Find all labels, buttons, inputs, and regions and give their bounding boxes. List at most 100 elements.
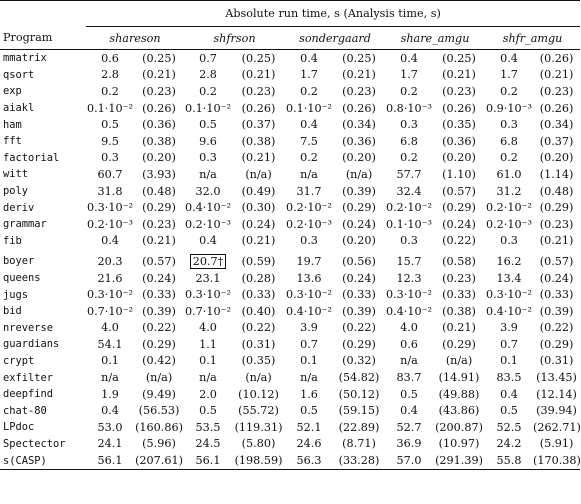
analysis-time-cell: (160.86) (135, 420, 183, 434)
table-row: LPdoc 53.0 (160.86) 53.5 (119.31) 52.1 (22.89)… (0, 419, 581, 436)
analysis-time-cell: (0.24) (142, 271, 176, 285)
analysis-time-cell: (5.91) (539, 437, 574, 451)
analysis-time-cell: (0.22) (539, 321, 574, 335)
analysis-time-cell: (0.25) (442, 51, 476, 65)
analysis-time-cell: (5.96) (142, 437, 176, 451)
run-time-cell: 2.0 (199, 387, 217, 401)
run-time-cell: 0.1·10⁻² (87, 101, 133, 115)
run-time-cell: 0.2 (199, 84, 217, 98)
run-time-cell: 0.3 (400, 234, 418, 248)
analysis-time-cell: (0.24) (241, 217, 276, 231)
run-time-cell: 31.2 (496, 184, 522, 198)
table-row: Spectector 24.1 (5.96) 24.5 (5.80) 24.6 (8.71)… (0, 436, 580, 453)
analysis-time-cell: (0.57) (142, 254, 176, 268)
analysis-time-cell: (10.97) (438, 437, 480, 451)
analysis-time-cell: (0.38) (442, 304, 476, 318)
analysis-time-cell: (0.37) (241, 118, 276, 132)
table-row: aiakl 0.1·10⁻² (0.26) 0.1·10⁻² (0.26) 0.1·10⁻… (0, 100, 580, 117)
analysis-time-cell: (0.29) (442, 201, 476, 215)
run-time-cell: 0.4·10⁻² (286, 304, 332, 318)
run-time-cell: 0.5 (101, 118, 119, 132)
run-time-cell: 24.6 (296, 437, 322, 451)
analysis-time-cell: (0.24) (442, 217, 476, 231)
table-row: s(CASP) 56.1 (207.61) 56.1 (198.59) 56.3 (33.2… (0, 452, 581, 470)
run-time-cell: 6.8 (400, 134, 418, 148)
analysis-time-cell: (13.45) (536, 371, 577, 385)
run-time-cell: 36.9 (396, 437, 422, 451)
analysis-time-cell: (0.23) (342, 84, 376, 98)
analysis-time-cell: (0.20) (539, 151, 574, 165)
run-time-cell: 1.7 (400, 68, 418, 82)
program-header: Program (3, 31, 53, 45)
run-time-cell: 1.9 (101, 387, 119, 401)
tool-header: shfr_amgu (485, 26, 581, 50)
run-time-cell: 19.7 (296, 254, 322, 268)
run-time-cell: 57.7 (396, 167, 422, 181)
program-name: s(CASP) (3, 454, 47, 467)
analysis-time-cell: (0.36) (442, 134, 476, 148)
program-name: witt (3, 168, 29, 181)
run-time-cell: 56.1 (97, 454, 123, 468)
run-time-cell: 56.3 (296, 454, 322, 468)
analysis-time-cell: (0.22) (342, 321, 376, 335)
analysis-time-cell: (0.31) (241, 337, 276, 351)
analysis-time-cell: (0.21) (442, 321, 476, 335)
analysis-time-cell: (0.23) (142, 84, 176, 98)
analysis-time-cell: (0.26) (342, 101, 376, 115)
run-time-cell: 13.6 (296, 271, 322, 285)
run-time-cell: 54.1 (97, 337, 123, 351)
run-time-cell: 0.6 (400, 337, 418, 351)
run-time-cell: 0.2 (500, 151, 518, 165)
analysis-time-cell: (0.21) (539, 234, 574, 248)
analysis-time-cell: (n/a) (245, 167, 272, 181)
run-time-cell: 9.5 (101, 134, 119, 148)
run-time-cell: 31.8 (97, 184, 123, 198)
analysis-time-cell: (0.22) (442, 234, 476, 248)
analysis-time-cell: (0.56) (342, 254, 376, 268)
analysis-time-cell: (0.32) (342, 354, 376, 368)
run-time-cell: 0.7 (500, 337, 518, 351)
analysis-time-cell: (0.34) (342, 118, 376, 132)
analysis-time-cell: (14.91) (438, 371, 480, 385)
run-time-cell: 83.7 (396, 371, 422, 385)
analysis-time-cell: (0.21) (442, 68, 476, 82)
run-time-cell: 0.4·10⁻² (486, 304, 532, 318)
run-time-cell: 3.9 (300, 321, 318, 335)
analysis-time-cell: (0.26) (442, 101, 476, 115)
analysis-time-cell: (0.20) (142, 151, 176, 165)
run-time-cell: n/a (400, 354, 418, 368)
analysis-time-cell: (1.14) (539, 167, 574, 181)
analysis-time-cell: (0.48) (539, 184, 574, 198)
analysis-time-cell: (12.14) (536, 387, 577, 401)
analysis-time-cell: (0.49) (241, 184, 276, 198)
run-time-cell: 21.6 (97, 271, 123, 285)
run-time-cell: 0.3 (199, 151, 217, 165)
analysis-time-cell: (0.24) (539, 271, 574, 285)
run-time-cell: 0.7 (300, 337, 318, 351)
run-time-cell: 0.2·10⁻² (386, 201, 432, 215)
analysis-time-cell: (39.94) (536, 404, 577, 418)
table-row: queens 21.6 (0.24) 23.1 (0.28) 13.6 (0.24) 12.3… (0, 270, 580, 287)
analysis-time-cell: (200.87) (435, 420, 483, 434)
analysis-time-cell: (0.29) (342, 201, 376, 215)
analysis-time-cell: (262.71) (533, 420, 581, 434)
run-time-cell-highlighted: 20.7† (184, 249, 232, 270)
run-time-cell: 15.7 (396, 254, 422, 268)
analysis-time-cell: (0.33) (442, 288, 476, 302)
run-time-cell: 52.7 (396, 420, 422, 434)
group-header: Absolute run time, s (Analysis time, s) (225, 7, 441, 20)
run-time-cell: 56.1 (195, 454, 221, 468)
run-time-cell: 0.8·10⁻³ (386, 101, 432, 115)
analysis-time-cell: (0.26) (241, 101, 276, 115)
run-time-cell: 20.3 (97, 254, 123, 268)
analysis-time-cell: (0.23) (241, 84, 276, 98)
tool-header: shfrson (184, 26, 285, 50)
program-header-spacer (0, 1, 86, 27)
analysis-time-cell: (0.33) (142, 288, 176, 302)
analysis-time-cell: (50.12) (338, 387, 380, 401)
run-time-cell: 0.2 (400, 151, 418, 165)
table-row: deriv 0.3·10⁻² (0.29) 0.4·10⁻² (0.30) 0.2·10⁻… (0, 199, 580, 216)
run-time-cell: 4.0 (199, 321, 217, 335)
run-time-cell: 61.0 (496, 167, 522, 181)
table-row: exp 0.2 (0.23) 0.2 (0.23) 0.2 (0.23) 0.2 (0.23) 0… (0, 83, 580, 100)
